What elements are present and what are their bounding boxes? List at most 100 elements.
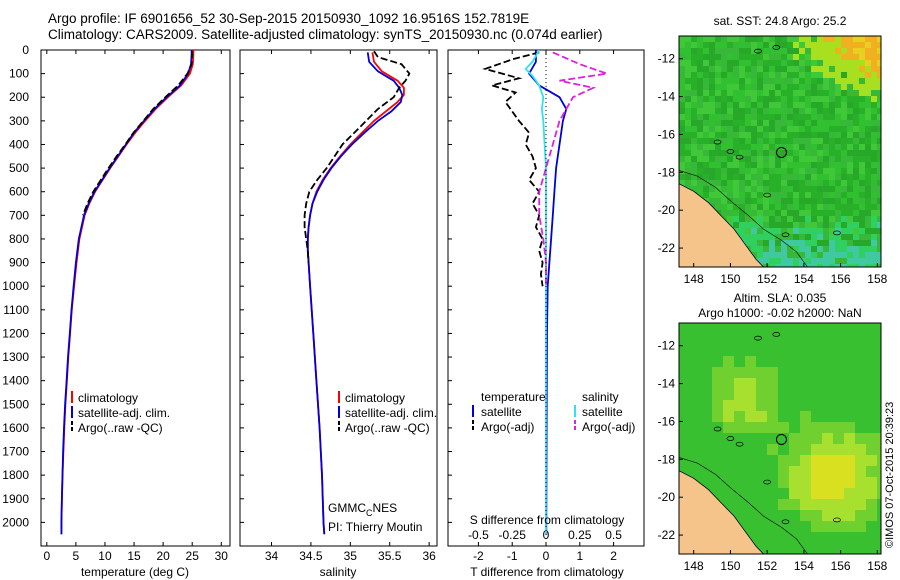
map-cell	[745, 162, 752, 169]
map-cell	[723, 400, 735, 412]
map-cell	[789, 334, 801, 346]
map-cell	[751, 246, 758, 253]
map-cell	[817, 48, 824, 55]
map-cell	[769, 186, 776, 193]
map-cell	[835, 144, 842, 151]
map-cell	[685, 84, 692, 91]
map-cell	[817, 90, 824, 97]
map-cell	[877, 521, 881, 533]
legend-argo: Argo(..raw -QC)	[345, 421, 430, 435]
map-cell	[859, 204, 866, 211]
depth-tick-label: 1600	[2, 421, 29, 435]
map-cell	[805, 84, 812, 91]
map-cell	[829, 222, 836, 229]
map-cell	[835, 108, 842, 115]
map-cell	[775, 90, 782, 97]
map-cell	[833, 378, 845, 390]
map-cell	[727, 216, 734, 223]
map-cell	[769, 48, 776, 55]
map-cell	[855, 488, 867, 500]
map-cell	[733, 186, 740, 193]
map-cell	[811, 400, 823, 412]
map-cell	[733, 60, 740, 67]
map-cell	[805, 156, 812, 163]
map-cell	[871, 234, 878, 241]
map-cell	[829, 210, 836, 217]
map-cell	[721, 168, 728, 175]
map-cell	[697, 72, 704, 79]
lat-tick-label: -20	[658, 203, 676, 217]
map-cell	[855, 466, 867, 478]
map-cell	[811, 168, 818, 175]
map-cell	[767, 521, 779, 533]
map-cell	[844, 433, 856, 445]
map-cell	[769, 108, 776, 115]
map-cell	[793, 156, 800, 163]
map-cell	[866, 389, 878, 401]
map-cell	[829, 36, 836, 43]
map-cell	[745, 120, 752, 127]
map-cell	[789, 488, 801, 500]
map-cell	[733, 144, 740, 151]
lon-tick-label: 156	[831, 559, 851, 573]
map-cell	[877, 156, 881, 163]
map-cell	[763, 96, 770, 103]
map-cell	[734, 400, 746, 412]
map-cell	[757, 150, 764, 157]
map-cell	[817, 174, 824, 181]
map-cell	[859, 120, 866, 127]
map-cell	[733, 42, 740, 49]
map-cell	[829, 168, 836, 175]
map-cell	[811, 521, 823, 533]
map-cell	[847, 102, 854, 109]
map-cell	[789, 422, 801, 434]
map-cell	[829, 204, 836, 211]
map-cell	[697, 84, 704, 91]
series-argo-raw-qc-	[82, 51, 194, 216]
map-cell	[793, 264, 800, 267]
map-cell	[703, 42, 710, 49]
map-cell	[775, 144, 782, 151]
map-cell	[701, 477, 713, 489]
map-cell	[715, 150, 722, 157]
temperature-plot: 0 5 10 15 20 25 30	[43, 50, 228, 563]
map-cell	[841, 132, 848, 139]
map-cell	[781, 186, 788, 193]
map-cell	[787, 60, 794, 67]
map-cell	[855, 510, 867, 522]
map-cell	[781, 204, 788, 211]
map-cell	[799, 192, 806, 199]
map-cell	[733, 126, 740, 133]
map-cell	[805, 144, 812, 151]
map-cell	[866, 411, 878, 423]
map-cell	[787, 216, 794, 223]
map-cell	[721, 114, 728, 121]
map-cell	[787, 150, 794, 157]
map-cell	[871, 174, 878, 181]
map-cell	[805, 168, 812, 175]
map-cell	[721, 60, 728, 67]
map-cell	[871, 132, 878, 139]
map-cell	[877, 258, 881, 265]
map-cell	[811, 192, 818, 199]
map-cell	[866, 488, 878, 500]
map-cell	[789, 400, 801, 412]
map-cell	[734, 433, 746, 445]
map-cell	[751, 102, 758, 109]
map-cell	[877, 96, 881, 103]
map-cell	[679, 138, 686, 145]
map-cell	[865, 90, 872, 97]
map-cell	[745, 192, 752, 199]
map-cell	[822, 488, 834, 500]
map-cell	[847, 174, 854, 181]
map-cell	[701, 345, 713, 357]
map-cell	[757, 48, 764, 55]
map-cell	[799, 48, 806, 55]
map-cell	[679, 367, 691, 379]
map-cell	[865, 162, 872, 169]
map-cell	[811, 72, 818, 79]
map-cell	[877, 222, 881, 229]
map-cell	[775, 126, 782, 133]
map-cell	[691, 180, 698, 187]
